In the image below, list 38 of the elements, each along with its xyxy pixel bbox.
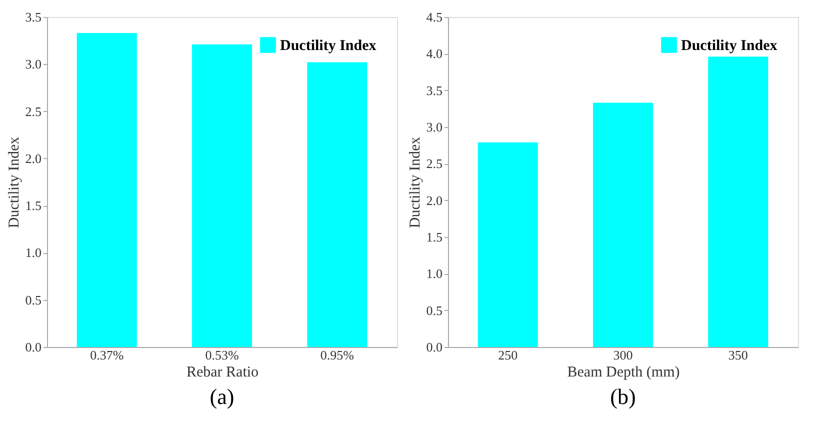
y-tick-label: 3.0 xyxy=(25,56,42,72)
y-tick-label: 1.0 xyxy=(426,266,442,282)
bar xyxy=(478,142,538,347)
y-tick-label: 0.5 xyxy=(426,302,442,318)
y-tick-label: 3.0 xyxy=(426,120,442,134)
y-tick-label: 1.0 xyxy=(25,245,42,260)
x-tick-label: 350 xyxy=(728,348,748,362)
bar xyxy=(708,56,768,347)
x-tick-label: 250 xyxy=(498,348,518,362)
x-tick-label: 0.37% xyxy=(90,348,124,362)
y-tick-label: 0.5 xyxy=(25,292,42,308)
bar xyxy=(192,44,252,347)
text: (b) xyxy=(610,384,636,409)
x-axis-title: Rebar Ratio xyxy=(186,364,259,380)
y-tick-label: 2.5 xyxy=(25,104,42,119)
y-tick-label: 1.5 xyxy=(426,230,442,244)
x-tick-label: 0.53% xyxy=(205,348,239,362)
bar xyxy=(593,102,653,347)
legend-label: Ductility Index xyxy=(681,38,778,54)
y-axis-title: Ductility Index xyxy=(6,136,22,228)
y-tick-label: 4.0 xyxy=(426,46,442,62)
y-tick-label: 2.0 xyxy=(25,150,42,166)
bar xyxy=(307,62,368,347)
x-tick-label: 300 xyxy=(613,348,633,362)
x-tick-label: 0.95% xyxy=(320,348,354,362)
legend-label: Ductility Index xyxy=(280,38,377,54)
y-tick-label: 2.5 xyxy=(426,156,442,172)
bar xyxy=(76,33,137,347)
y-tick-label: 4.5 xyxy=(426,10,442,24)
y-tick-label: 0.0 xyxy=(426,340,442,354)
x-axis-title: Beam Depth (mm) xyxy=(567,364,680,380)
y-tick-label: 3.5 xyxy=(426,82,442,98)
y-tick-label: 3.5 xyxy=(25,10,42,24)
y-tick-label: 0.0 xyxy=(25,340,42,354)
y-tick-label: 1.5 xyxy=(25,198,42,214)
y-axis-title: Ductility Index xyxy=(407,136,424,228)
text: (a) xyxy=(210,384,234,409)
y-tick-label: 2.0 xyxy=(426,192,442,208)
